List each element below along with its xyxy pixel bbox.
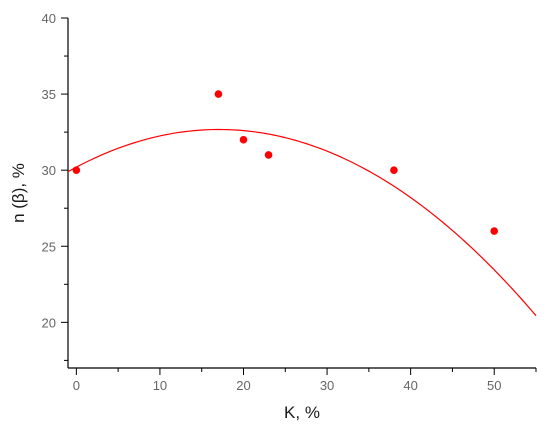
x-tick-label: 20	[236, 378, 250, 393]
y-tick-label: 30	[42, 163, 56, 178]
y-axis-title: n (β), %	[9, 163, 28, 223]
x-tick-label: 40	[403, 378, 417, 393]
plot-area	[67, 18, 536, 369]
x-tick-label: 10	[153, 378, 167, 393]
y-tick-label: 35	[42, 87, 56, 102]
y-tick-label: 25	[42, 239, 56, 254]
x-axis-title: K, %	[284, 403, 320, 422]
y-axis-ticks: 20 25 30 35 40	[42, 11, 68, 361]
data-point	[214, 90, 223, 98]
data-point	[264, 151, 273, 159]
x-tick-label: 0	[73, 378, 80, 393]
data-point	[390, 166, 398, 174]
x-tick-label: 30	[320, 378, 334, 393]
data-point	[72, 166, 81, 174]
data-point	[490, 227, 499, 235]
data-point	[239, 135, 248, 144]
x-axis-ticks: 0 10 20 30 40 50	[73, 368, 537, 393]
y-tick-label: 40	[42, 11, 56, 26]
fit-curve	[67, 128, 537, 317]
series-group	[67, 90, 537, 317]
y-tick-label: 20	[42, 315, 56, 330]
x-tick-label: 50	[487, 378, 501, 393]
